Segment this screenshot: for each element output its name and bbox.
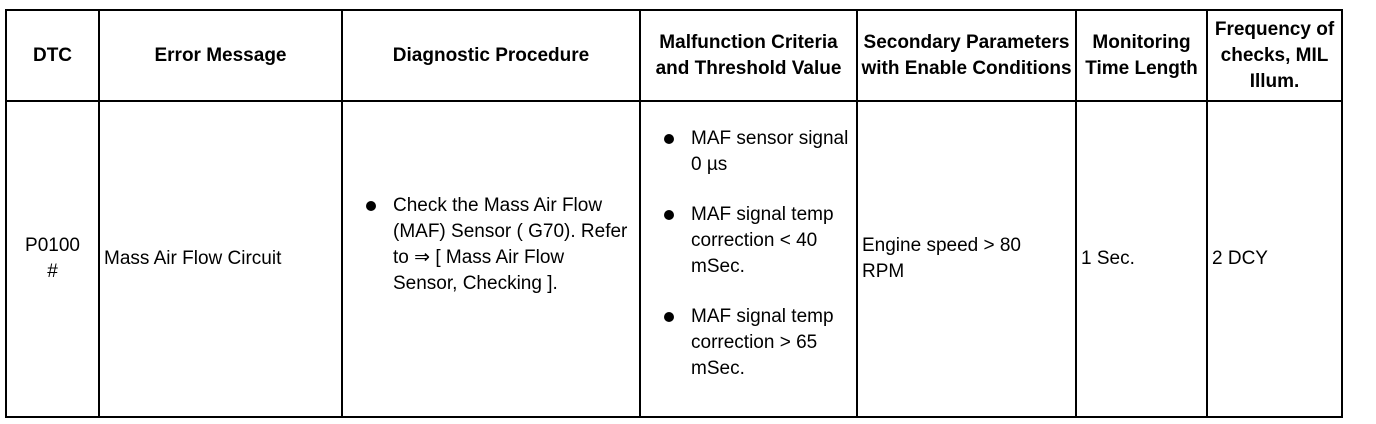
bullet-icon bbox=[664, 312, 674, 322]
header-monitoring-time: Monitoring Time Length bbox=[1075, 9, 1208, 102]
cell-secondary-parameters: Engine speed > 80 RPM bbox=[856, 100, 1077, 418]
cell-malfunction-criteria: MAF sensor signal 0 µs MAF signal temp c… bbox=[639, 100, 858, 418]
list-item: MAF signal temp correction < 40 mSec. bbox=[641, 202, 856, 280]
list-item: MAF signal temp correction > 65 mSec. bbox=[641, 304, 856, 382]
criteria-text: MAF signal temp correction > 65 mSec. bbox=[691, 306, 834, 379]
criteria-text: MAF sensor signal 0 µs bbox=[691, 128, 849, 175]
list-item: MAF sensor signal 0 µs bbox=[641, 126, 856, 178]
bullet-icon bbox=[664, 134, 674, 144]
cell-dtc: P0100 # bbox=[5, 100, 100, 418]
cell-error-message: Mass Air Flow Circuit bbox=[98, 100, 343, 418]
header-error-message: Error Message bbox=[98, 9, 343, 102]
secondary-text: Engine speed > 80 RPM bbox=[862, 235, 1021, 282]
header-diagnostic-procedure: Diagnostic Procedure bbox=[341, 9, 641, 102]
header-frequency: Frequency of checks, MIL Illum. bbox=[1206, 9, 1343, 102]
header-secondary-parameters: Secondary Parameters with Enable Conditi… bbox=[856, 9, 1077, 102]
criteria-text: MAF signal temp correction < 40 mSec. bbox=[691, 204, 834, 277]
header-malfunction-criteria: Malfunction Criteria and Threshold Value bbox=[639, 9, 858, 102]
header-row: DTC Error Message Diagnostic Procedure M… bbox=[5, 9, 1343, 102]
cell-monitoring-time: 1 Sec. bbox=[1075, 100, 1208, 418]
dtc-table: DTC Error Message Diagnostic Procedure M… bbox=[5, 9, 1343, 418]
procedure-list: Check the Mass Air Flow (MAF) Sensor ( G… bbox=[343, 193, 639, 297]
procedure-text: Check the Mass Air Flow (MAF) Sensor ( G… bbox=[393, 195, 628, 294]
cell-frequency: 2 DCY bbox=[1206, 100, 1343, 418]
header-dtc: DTC bbox=[5, 9, 100, 102]
bullet-icon bbox=[366, 201, 376, 211]
table-row: P0100 # Mass Air Flow Circuit Check the … bbox=[5, 100, 1343, 418]
list-item: Check the Mass Air Flow (MAF) Sensor ( G… bbox=[343, 193, 639, 297]
cell-diagnostic-procedure: Check the Mass Air Flow (MAF) Sensor ( G… bbox=[341, 100, 641, 418]
dtc-code: P0100 # bbox=[25, 235, 80, 282]
bullet-icon bbox=[664, 210, 674, 220]
criteria-list: MAF sensor signal 0 µs MAF signal temp c… bbox=[641, 126, 856, 382]
